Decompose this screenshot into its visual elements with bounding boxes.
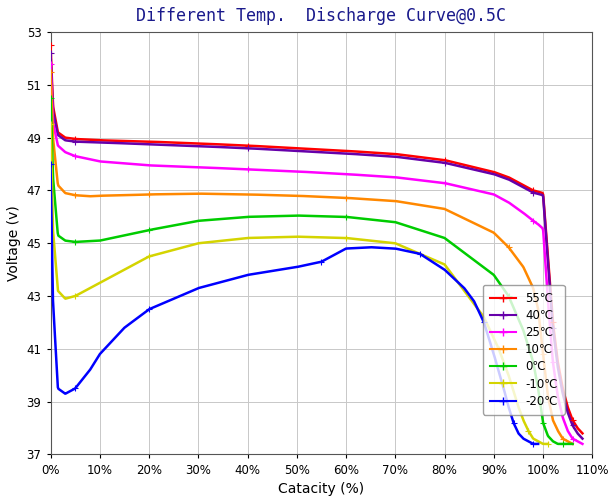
Legend: 55℃, 40℃, 25℃, 10℃, 0℃, -10℃, -20℃: 55℃, 40℃, 25℃, 10℃, 0℃, -10℃, -20℃ <box>483 285 565 415</box>
Y-axis label: Voltage (v): Voltage (v) <box>7 205 21 281</box>
Title: Different Temp.  Discharge Curve@0.5C: Different Temp. Discharge Curve@0.5C <box>136 7 506 25</box>
X-axis label: Catacity (%): Catacity (%) <box>278 482 365 496</box>
